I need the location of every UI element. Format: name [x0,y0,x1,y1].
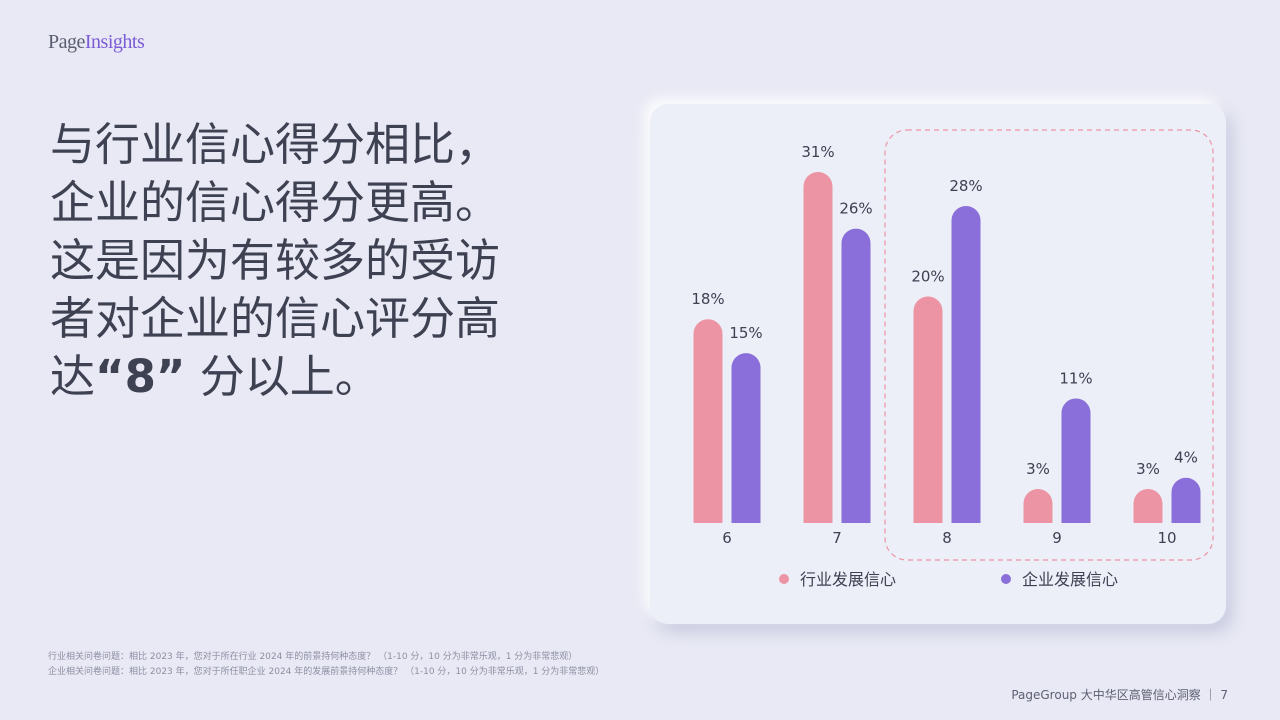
headline-line: 这是因为有较多的受访 [50,234,501,287]
industry-bar [693,319,723,523]
page-insights-logo: PageInsights [48,31,145,54]
logo-page-text: Page [48,31,85,53]
legend-company-label: 企业发展信心 [1022,570,1118,589]
industry-bar [1023,489,1053,523]
bar-value-label: 28% [949,177,982,195]
bar-value-label: 26% [839,200,872,218]
bar-value-label: 18% [691,290,724,308]
legend-company-dot [1001,574,1011,584]
company-bar [1171,477,1201,523]
bar-value-label: 31% [801,143,834,161]
confidence-bar-chart: 18% 15% 6 31% 26% 7 20% 28% 8 3% 11% 9 3% 4% 10 行业发展信心 企… [691,129,1214,589]
footnotes: 行业相关问卷问题：相比 2023 年，您对于所在行业 2024 年的前景持何种态… [48,650,604,680]
headline-line: 企业的信心得分更高。 [50,176,501,229]
x-tick-label: 7 [832,529,842,547]
x-tick-label: 9 [1052,529,1062,547]
headline: 与行业信心得分相比， 企业的信心得分更高。 这是因为有较多的受访 者对企业的信心… [50,116,610,406]
bar-value-label: 3% [1136,460,1160,478]
footnote-company: 企业相关问卷问题：相比 2023 年，您对于所任职企业 2024 年的发展前景持… [48,667,605,677]
headline-line: 与行业信心得分相比， [50,118,501,171]
bar-value-label: 15% [729,324,762,342]
company-bar [731,353,761,523]
industry-bar [1133,489,1163,523]
bar-value-label: 4% [1174,449,1198,467]
logo-insights-text: Insights [84,31,145,53]
headline-last-prefix: 达 [50,350,96,403]
company-bar [841,228,871,523]
industry-bar [803,172,833,523]
company-bar [951,205,981,523]
industry-bar [913,296,943,523]
x-tick-label: 6 [722,529,732,547]
headline-highlight-score: “8” [95,350,186,403]
x-tick-label: 8 [942,529,952,547]
bar-value-label: 11% [1059,369,1092,387]
footnote-industry: 行业相关问卷问题：相比 2023 年，您对于所在行业 2024 年的前景持何种态… [48,652,578,662]
company-bar [1061,398,1091,523]
x-tick-label: 10 [1157,529,1176,547]
headline-line-last: 达“8” 分以上。 [50,348,610,406]
bar-value-label: 20% [911,268,944,286]
legend-industry-dot [779,574,789,584]
page-footer: PageGroup 大中华区高管信心洞察 ｜ 7 [1011,688,1228,702]
legend-industry-label: 行业发展信心 [800,570,896,589]
chart-card: 18% 15% 6 31% 26% 7 20% 28% 8 3% 11% 9 3% 4% 10 行业发展信心 企… [650,104,1226,624]
headline-line: 者对企业的信心评分高 [50,292,501,345]
headline-last-suffix: 分以上。 [185,350,380,403]
bar-value-label: 3% [1026,460,1050,478]
